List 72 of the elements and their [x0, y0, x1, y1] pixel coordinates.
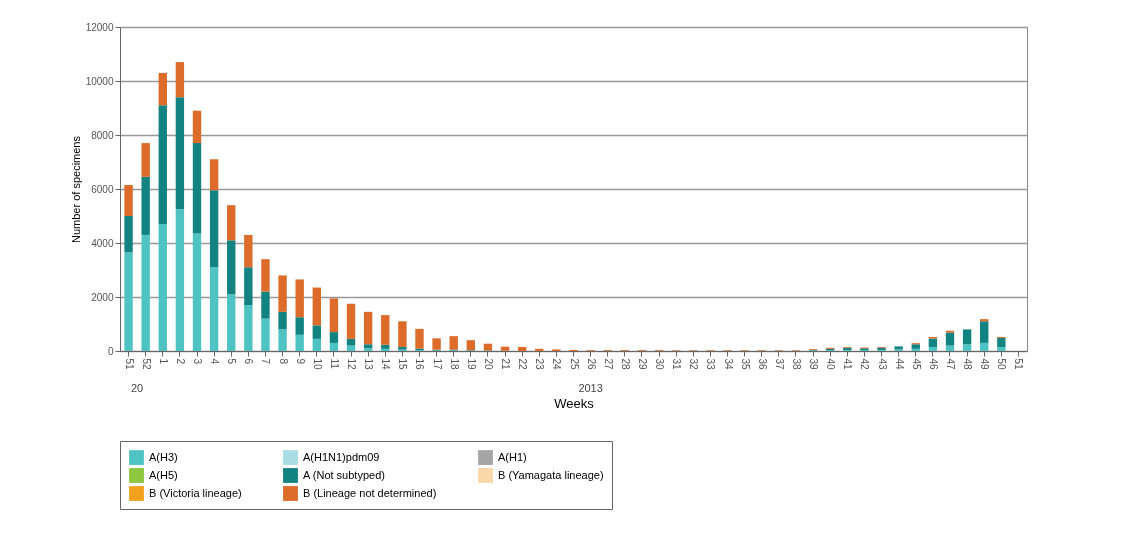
x-tick-label: 5 — [226, 358, 238, 365]
x-tick-label: 24 — [551, 358, 563, 371]
x-tick-label: 12 — [346, 358, 358, 371]
x-tick-label: 8 — [277, 358, 289, 365]
x-tick-label: 1 — [157, 358, 169, 365]
legend-label: B (Victoria lineage) — [149, 486, 242, 499]
x-tick-label: 38 — [790, 358, 802, 371]
y-tick-label: 4000 — [91, 237, 114, 249]
x-tick-label: 43 — [876, 358, 888, 371]
x-tick-label: 51 — [123, 358, 135, 371]
x-tick-label: 18 — [448, 358, 460, 371]
legend-label: B (Lineage not determined) — [303, 486, 437, 499]
x-tick-label: 10 — [311, 358, 323, 371]
x-tick-label: 50 — [996, 358, 1008, 371]
y-tick-label: 8000 — [91, 129, 114, 141]
x-tick-label: 7 — [260, 358, 272, 365]
x-tick-label: 32 — [688, 358, 700, 371]
y-tick-label: 10000 — [85, 75, 114, 87]
x-tick-label: 48 — [962, 358, 974, 371]
x-tick-label: 42 — [859, 358, 871, 371]
x-tick-label: 33 — [705, 358, 717, 371]
x-tick-label: 30 — [654, 358, 666, 371]
legend-label: B (Yamagata lineage) — [498, 468, 604, 481]
x-tick-label: 28 — [619, 358, 631, 371]
x-tick-label: 9 — [294, 358, 306, 365]
y-tick-label: 12000 — [85, 21, 114, 33]
x-tick-label: 23 — [534, 358, 546, 371]
y-tick-label: 2000 — [91, 291, 114, 303]
x-tick-label: 11 — [328, 358, 340, 370]
x-tick-label: 6 — [243, 358, 255, 365]
x-tick-label: 3 — [192, 358, 204, 365]
text: 2013 — [578, 382, 603, 394]
x-axis-title: Weeks — [554, 395, 595, 411]
x-tick-label: 26 — [585, 358, 597, 371]
x-tick-label: 49 — [979, 358, 991, 371]
x-tick-label: 47 — [944, 358, 956, 371]
legend-label: A(H3) — [149, 450, 178, 463]
x-tick-label: 16 — [414, 358, 426, 371]
x-tick-label: 36 — [756, 358, 768, 371]
x-tick-label: 51 — [1013, 358, 1025, 371]
x-tick-label: 44 — [893, 358, 905, 371]
x-tick-label: 2 — [174, 358, 186, 365]
x-tick-label: 45 — [910, 358, 922, 371]
x-tick-label: 40 — [825, 358, 837, 371]
x-tick-label: 31 — [671, 358, 683, 371]
x-tick-label: 22 — [517, 358, 529, 371]
y-tick-label: 0 — [107, 345, 114, 357]
x-tick-label: 46 — [927, 358, 939, 371]
x-tick-label: 14 — [380, 358, 392, 371]
legend-label: A(H1N1)pdm09 — [303, 450, 380, 463]
x-tick-label: 21 — [500, 358, 512, 371]
y-axis-title: Number of specimens — [69, 135, 82, 243]
x-tick-label: 20 — [482, 358, 494, 371]
x-tick-label: 15 — [397, 358, 409, 371]
x-tick-label: 39 — [808, 358, 820, 371]
x-tick-label: 17 — [431, 358, 443, 371]
legend-label: A(H5) — [149, 468, 178, 481]
legend-label: A (Not subtyped) — [303, 468, 385, 481]
legend-label: A(H1) — [498, 450, 527, 463]
x-tick-label: 27 — [602, 358, 614, 371]
y-tick-label: 6000 — [91, 183, 114, 195]
x-tick-label: 13 — [363, 358, 375, 371]
x-tick-label: 37 — [773, 358, 785, 371]
text: 20 — [130, 382, 144, 394]
x-tick-label: 41 — [842, 358, 854, 371]
x-tick-label: 34 — [722, 358, 734, 371]
x-tick-label: 25 — [568, 358, 580, 371]
x-tick-label: 52 — [140, 358, 152, 371]
x-tick-label: 29 — [636, 358, 648, 371]
x-tick-label: 19 — [465, 358, 477, 371]
x-tick-label: 4 — [209, 358, 221, 365]
x-tick-label: 35 — [739, 358, 751, 371]
